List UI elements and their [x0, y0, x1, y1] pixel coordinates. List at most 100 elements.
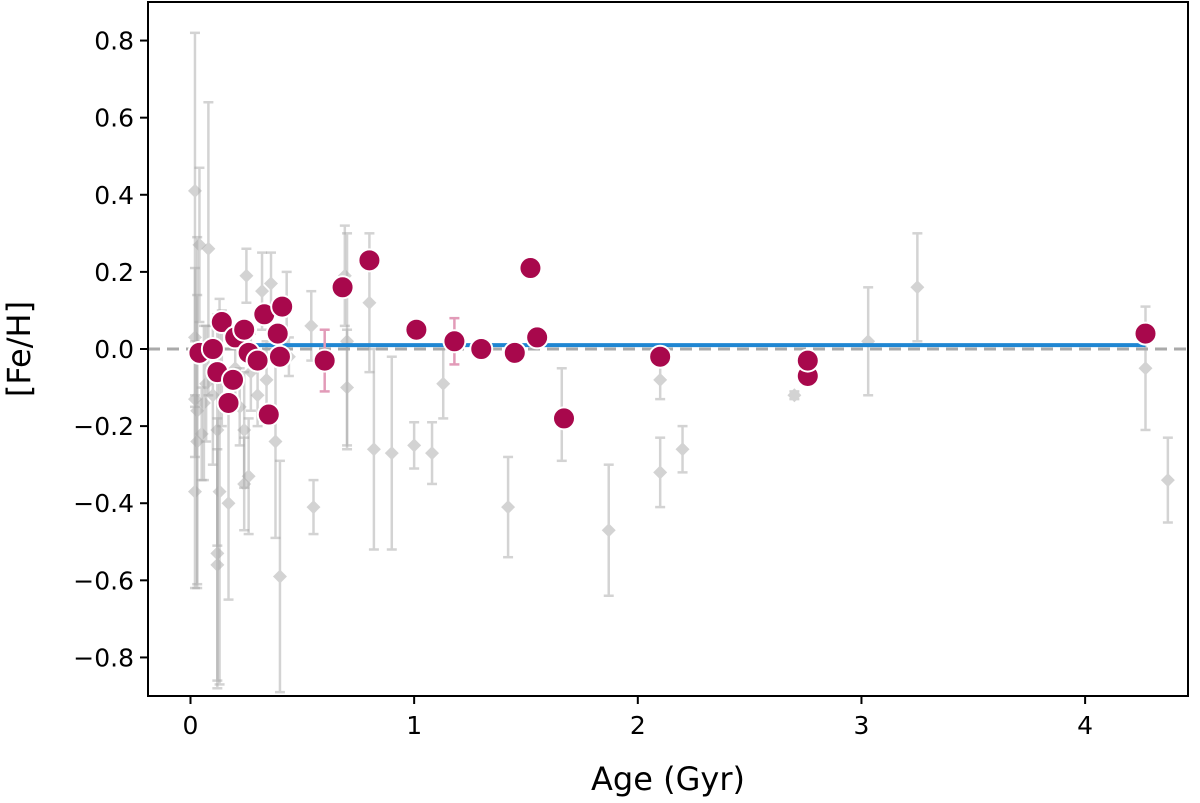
highlight-circle-marker — [232, 317, 257, 342]
highlight-point — [404, 317, 429, 342]
highlight-circle-marker — [245, 348, 270, 373]
comparison-diamond-marker — [436, 376, 451, 391]
x-axis-title: Age (Gyr) — [591, 760, 745, 798]
comparison-diamond-marker — [196, 395, 211, 410]
comparison-diamond-marker — [272, 569, 287, 584]
y-tick-label: 0.4 — [94, 181, 134, 210]
comparison-point — [425, 421, 440, 486]
highlight-circle-marker — [220, 367, 245, 392]
y-tick-label: −0.4 — [73, 489, 134, 518]
comparison-diamond-marker — [239, 268, 254, 283]
highlight-circle-marker — [525, 325, 550, 350]
highlight-point — [357, 248, 382, 273]
y-tick-label: 0.2 — [94, 258, 134, 287]
comparison-diamond-marker — [250, 388, 265, 403]
comparison-diamond-marker — [653, 465, 668, 480]
comparison-diamond-marker — [210, 557, 225, 572]
highlight-circle-marker — [469, 337, 494, 361]
comparison-point — [653, 436, 668, 509]
highlight-point — [267, 344, 292, 369]
comparison-diamond-marker — [601, 523, 616, 538]
highlight-circle-marker — [518, 256, 543, 281]
highlight-circle-marker — [270, 294, 295, 319]
comparison-point — [675, 424, 690, 474]
comparison-diamond-marker — [340, 380, 355, 395]
highlight-point — [525, 325, 550, 350]
highlight-circle-marker — [200, 337, 225, 361]
comparison-diamond-marker — [407, 438, 422, 453]
x-tick-label: 0 — [183, 711, 199, 740]
highlight-point — [270, 294, 295, 319]
highlight-circle-marker — [795, 348, 820, 373]
comparison-point — [407, 421, 422, 470]
comparison-diamond-marker — [304, 318, 319, 333]
y-tick-label: −0.6 — [73, 566, 134, 595]
highlight-point — [216, 390, 241, 415]
highlight-circle-marker — [265, 321, 290, 346]
comparison-diamond-marker — [241, 469, 256, 484]
highlight-circle-marker — [552, 406, 576, 431]
comparison-diamond-marker — [910, 280, 925, 295]
highlight-point — [265, 321, 290, 346]
highlight-circle-marker — [330, 275, 355, 300]
highlighted-series — [187, 248, 1158, 431]
comparison-point — [861, 286, 876, 397]
comparison-point — [910, 232, 925, 343]
highlight-point — [469, 337, 494, 361]
highlight-point — [518, 256, 543, 281]
comparison-diamond-marker — [187, 484, 202, 499]
y-tick-label: 0.8 — [94, 27, 134, 56]
comparison-point — [239, 247, 254, 304]
highlight-point — [795, 348, 820, 373]
y-tick-label: −0.8 — [73, 643, 134, 672]
comparison-point — [306, 478, 321, 536]
y-tick-label: 0.0 — [94, 335, 134, 364]
highlight-point — [1133, 321, 1158, 346]
comparison-diamond-marker — [366, 442, 381, 457]
comparison-diamond-marker — [255, 284, 270, 299]
comparison-point — [436, 347, 451, 420]
comparison-diamond-marker — [212, 484, 227, 499]
comparison-diamond-marker — [384, 446, 399, 461]
comparison-point — [272, 459, 287, 694]
y-tick-label: −0.2 — [73, 412, 134, 441]
comparison-diamond-marker — [306, 500, 321, 515]
highlight-point — [200, 337, 225, 361]
highlight-circle-marker — [357, 248, 382, 273]
y-tick-label: 0.6 — [94, 104, 134, 133]
comparison-diamond-marker — [653, 372, 668, 387]
highlight-point — [256, 402, 281, 427]
highlight-circle-marker — [267, 344, 292, 369]
comparison-point — [384, 355, 399, 551]
comparison-point — [366, 347, 381, 551]
comparison-point — [221, 405, 236, 601]
highlight-circle-marker — [209, 310, 234, 335]
comparison-diamond-marker — [1138, 361, 1153, 376]
highlight-circle-marker — [502, 340, 527, 365]
comparison-point — [210, 447, 225, 682]
comparison-diamond-marker — [787, 388, 802, 403]
highlight-point — [312, 328, 337, 393]
comparison-diamond-marker — [268, 434, 283, 449]
highlight-point — [209, 310, 234, 335]
comparison-point — [304, 289, 319, 362]
comparison-diamond-marker — [221, 496, 236, 511]
highlight-circle-marker — [404, 317, 429, 342]
highlight-circle-marker — [216, 390, 241, 415]
highlight-point — [220, 367, 245, 392]
highlight-circle-marker — [1133, 321, 1158, 346]
highlight-point — [245, 348, 270, 373]
highlight-circle-marker — [442, 329, 467, 354]
highlight-point — [442, 316, 467, 366]
highlight-point — [552, 406, 576, 431]
comparison-diamond-marker — [425, 446, 440, 461]
axes-layer: 0 1 2 3 4 −0.8 −0.6 −0.4 −0.2 0.0 0.2 0.4 0.6 0.8 — [73, 27, 1093, 740]
comparison-point — [187, 394, 202, 590]
comparison-diamond-marker — [1160, 473, 1175, 488]
comparison-diamond-marker — [201, 241, 216, 256]
comparison-diamond-marker — [264, 276, 279, 291]
x-tick-label: 2 — [630, 711, 646, 740]
highlight-point — [232, 317, 257, 342]
comparison-diamond-marker — [501, 500, 516, 515]
comparison-point — [340, 328, 355, 447]
